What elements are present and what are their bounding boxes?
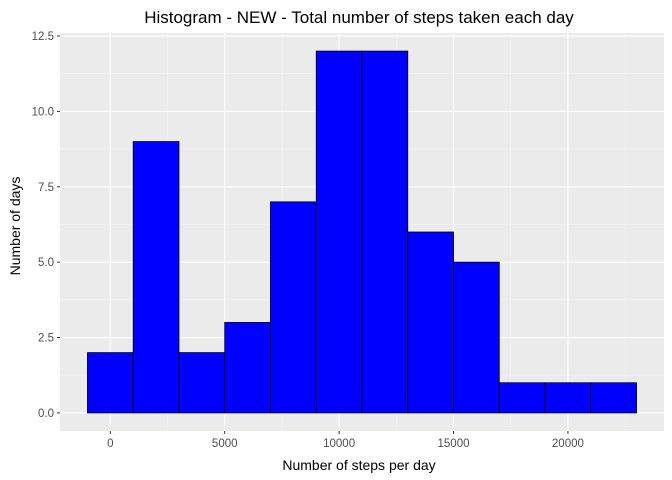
x-tick-label: 15000 bbox=[438, 438, 470, 450]
chart-title: Histogram - NEW - Total number of steps … bbox=[144, 8, 574, 27]
y-tick-label: 5.0 bbox=[38, 257, 54, 269]
histogram-bar-8 bbox=[407, 231, 454, 414]
x-tick-label: 5000 bbox=[212, 438, 238, 450]
histogram-bars bbox=[87, 50, 637, 414]
histogram-bar-10 bbox=[498, 382, 546, 414]
histogram-bar-12 bbox=[590, 382, 637, 414]
x-axis-title: Number of steps per day bbox=[282, 457, 435, 473]
histogram-bar-6 bbox=[315, 50, 363, 414]
histogram-bar-2 bbox=[132, 141, 180, 414]
histogram-bar-4 bbox=[224, 322, 271, 414]
x-tick-label: 10000 bbox=[323, 438, 355, 450]
histogram-bar-7 bbox=[361, 50, 409, 414]
histogram-bar-5 bbox=[270, 201, 317, 414]
x-tick-label: 0 bbox=[107, 438, 113, 450]
y-tick-label: 0.0 bbox=[38, 408, 54, 420]
histogram-bar-3 bbox=[178, 352, 226, 414]
histogram-bar-9 bbox=[453, 261, 500, 414]
y-axis-title: Number of days bbox=[7, 177, 23, 276]
x-tick-label: 20000 bbox=[552, 438, 584, 450]
y-tick-label: 12.5 bbox=[32, 31, 54, 43]
histogram-bar-1 bbox=[87, 352, 134, 414]
histogram-bar-11 bbox=[544, 382, 592, 414]
y-axis: 0.0 2.5 5.0 7.5 10.0 12.5 bbox=[32, 31, 60, 420]
y-tick-label: 2.5 bbox=[38, 333, 54, 345]
x-axis: 0 5000 10000 15000 20000 bbox=[107, 431, 584, 450]
y-tick-label: 7.5 bbox=[38, 182, 54, 194]
y-tick-label: 10.0 bbox=[32, 106, 54, 118]
